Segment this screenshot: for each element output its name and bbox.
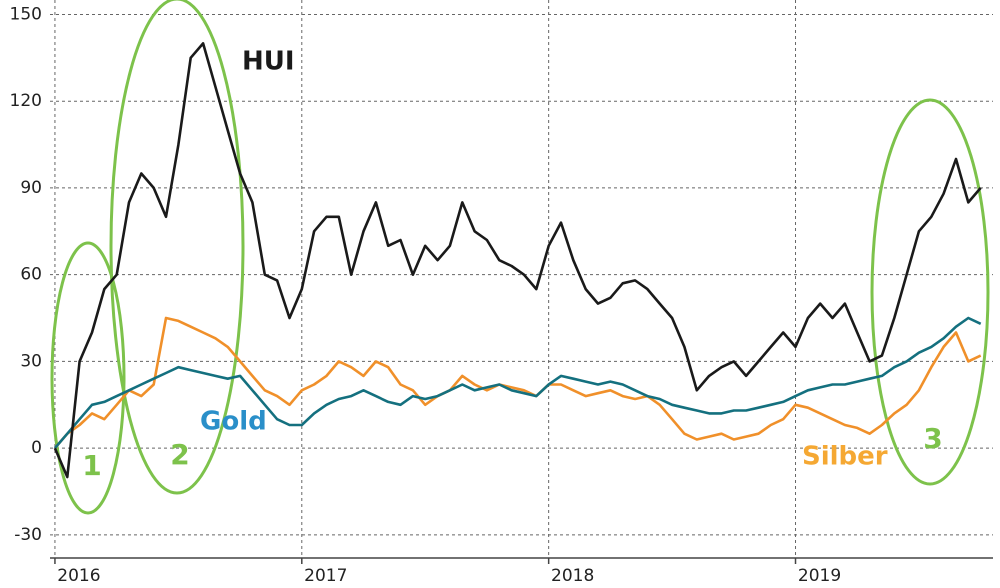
series-line <box>53 42 982 479</box>
series-label: Silber <box>802 442 888 472</box>
x-tick-label: 2017 <box>304 566 347 586</box>
y-tick-label: 90 <box>20 178 42 198</box>
y-tick-label: 60 <box>20 265 42 285</box>
grid-layer <box>50 0 993 558</box>
series-line <box>53 316 982 449</box>
annotation: 1 <box>82 449 101 482</box>
annotation: 3 <box>923 422 942 455</box>
x-tick-label: 2016 <box>57 566 100 586</box>
y-tick-label: 30 <box>20 351 42 371</box>
series-label: Gold <box>200 407 267 437</box>
highlight-ellipse <box>50 241 126 515</box>
series-label: HUI <box>242 47 295 77</box>
x-tick-label: 2019 <box>798 566 841 586</box>
highlight-ellipse <box>870 98 990 486</box>
series-line <box>53 316 982 449</box>
y-tick-label: 150 <box>10 4 42 24</box>
y-tick-label: 120 <box>10 91 42 111</box>
y-tick-label: -30 <box>14 525 42 545</box>
y-tick-label: 0 <box>31 438 42 458</box>
annotation: 2 <box>170 438 189 471</box>
x-tick-label: 2018 <box>551 566 594 586</box>
highlight-ellipse <box>109 0 245 495</box>
